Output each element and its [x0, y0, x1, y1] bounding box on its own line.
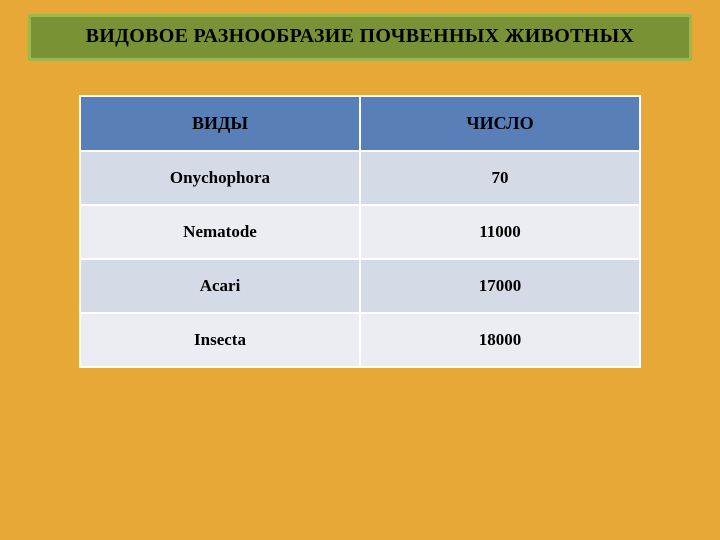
table-row: Acari 17000 [80, 259, 640, 313]
col-header-species: ВИДЫ [80, 96, 360, 151]
cell-count: 70 [360, 151, 640, 205]
cell-species: Nematode [80, 205, 360, 259]
page-title-bar: ВИДОВОЕ РАЗНООБРАЗИЕ ПОЧВЕННЫХ ЖИВОТНЫХ [28, 14, 692, 61]
species-table: ВИДЫ ЧИСЛО Onychophora 70 Nematode 11000… [79, 95, 641, 368]
table-row: Onychophora 70 [80, 151, 640, 205]
page-title: ВИДОВОЕ РАЗНООБРАЗИЕ ПОЧВЕННЫХ ЖИВОТНЫХ [86, 25, 635, 47]
cell-species: Onychophora [80, 151, 360, 205]
cell-species: Insecta [80, 313, 360, 367]
table-row: Insecta 18000 [80, 313, 640, 367]
col-header-count: ЧИСЛО [360, 96, 640, 151]
cell-count: 17000 [360, 259, 640, 313]
cell-count: 11000 [360, 205, 640, 259]
cell-species: Acari [80, 259, 360, 313]
table-header-row: ВИДЫ ЧИСЛО [80, 96, 640, 151]
cell-count: 18000 [360, 313, 640, 367]
table-row: Nematode 11000 [80, 205, 640, 259]
